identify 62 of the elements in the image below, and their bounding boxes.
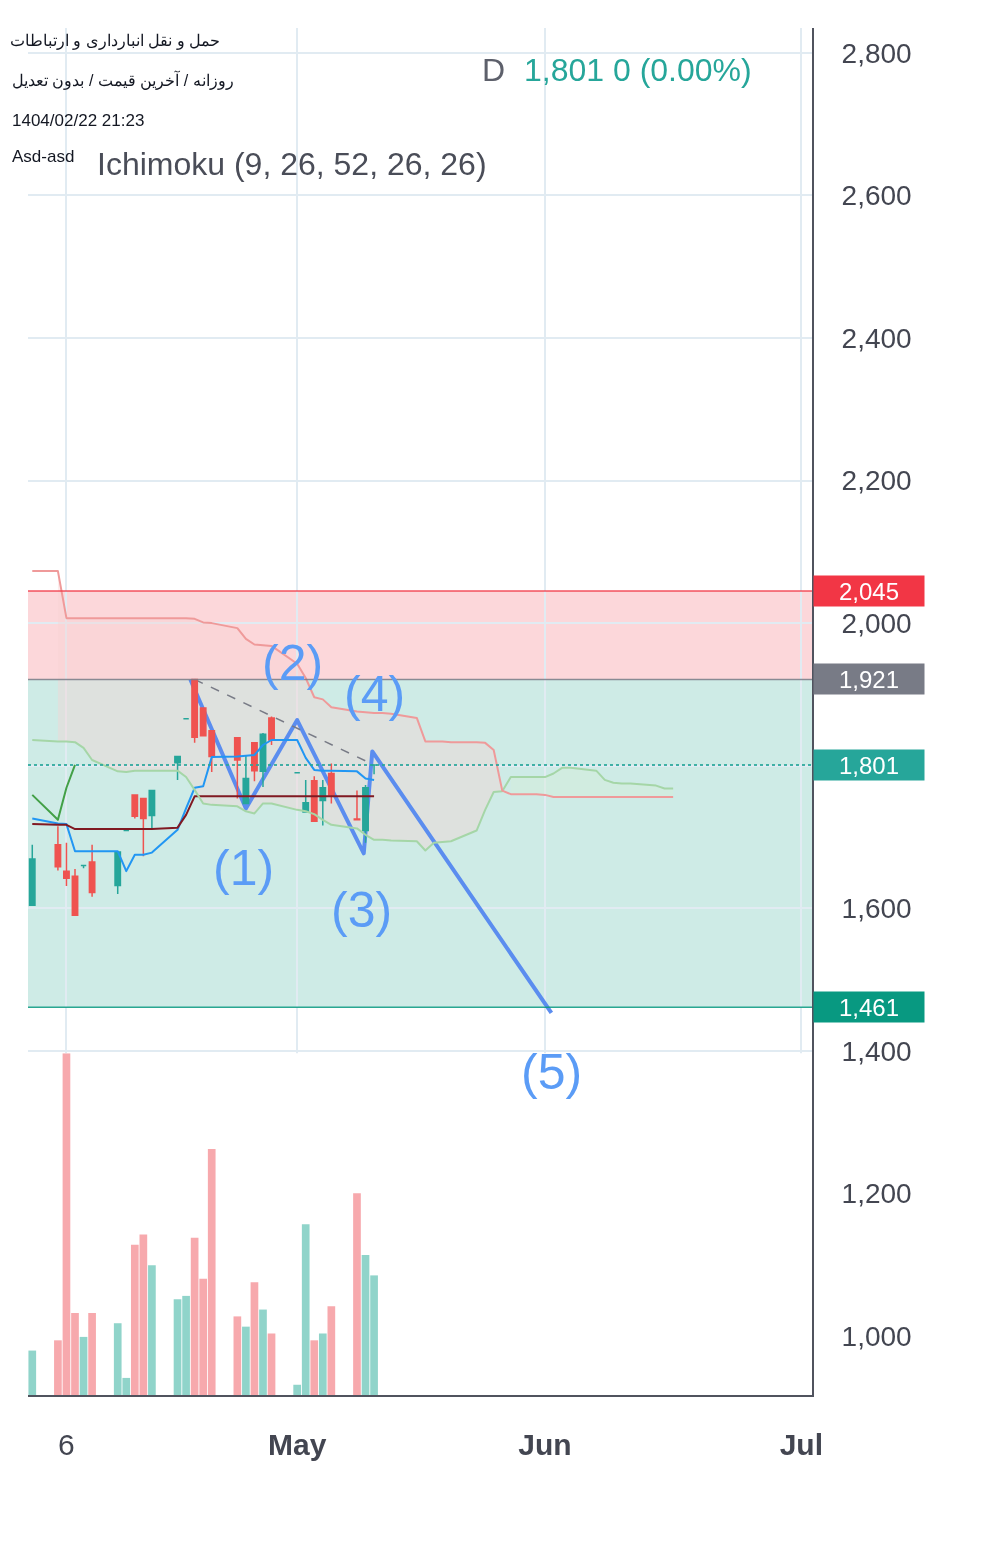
bar (28, 1350, 37, 1395)
bar (148, 1265, 156, 1395)
annotation: (1) (213, 840, 275, 896)
y-tick-label: 1,400 (841, 1035, 912, 1067)
x-tick-label: 6 (58, 1428, 75, 1461)
line-series (31, 763, 76, 821)
chart-title: حمل و نقل انبارداری و ارتباطات (10, 31, 221, 50)
annotation: Asd-asd (12, 147, 75, 166)
x-tick-label: Jun (518, 1428, 572, 1461)
y-tick-label: 1,000 (841, 1320, 912, 1352)
candlestick (353, 789, 361, 821)
bar (250, 1282, 259, 1395)
annotation: D (482, 52, 506, 88)
bar (318, 1333, 327, 1395)
y-tick-label: 1,200 (841, 1178, 912, 1210)
candlestick (71, 868, 79, 917)
bar (353, 1193, 361, 1395)
candlestick (114, 851, 122, 895)
y-tick-label: 1,600 (841, 893, 912, 925)
line-series (31, 570, 675, 799)
bar (267, 1333, 276, 1395)
annotation: 1404/02/22 21:23 (12, 111, 145, 130)
candlestick (88, 844, 96, 898)
y-tick-label: 2,200 (841, 465, 912, 497)
x-tick-label: Jul (779, 1428, 823, 1461)
candlestick (319, 779, 327, 827)
bar (88, 1312, 96, 1395)
candlestick (139, 797, 147, 857)
candlestick (54, 825, 62, 872)
bar (79, 1336, 88, 1395)
candlestick (28, 844, 36, 907)
text: روزانه / آخرین قیمت / بدون تعدیل (12, 70, 234, 90)
y-tick-label: 2,400 (841, 322, 912, 354)
candlestick (362, 784, 369, 844)
ref-line-label: 2,045 (838, 577, 900, 605)
y-tick-label: 2,600 (841, 180, 912, 212)
y-tick-label: 2,800 (841, 37, 912, 69)
ref-line-label: 1,921 (838, 665, 900, 693)
bar (242, 1326, 250, 1395)
candlestick (191, 678, 199, 744)
candlestick (268, 715, 275, 746)
annotation: Ichimoku (9, 26, 52, 26, 26) (97, 146, 487, 182)
bar (233, 1316, 242, 1395)
candlestick (63, 841, 70, 887)
annotation: (5) (521, 1044, 583, 1100)
candlestick (233, 737, 241, 800)
annotation: (3) (331, 882, 393, 938)
annotation: 1,801 0 (0.00%) (524, 52, 752, 88)
y-tick-label: 2,000 (841, 607, 912, 639)
candlestick (327, 762, 335, 805)
x-tick-label: May (267, 1428, 327, 1461)
candlestick (131, 794, 139, 820)
ref-line-label: 1,461 (838, 993, 900, 1021)
bar (310, 1340, 319, 1395)
candlestick (80, 864, 87, 870)
candlestick (148, 789, 156, 830)
annotation: (2) (262, 635, 324, 691)
bar (327, 1306, 336, 1395)
ref-line-label: 1,801 (838, 751, 900, 779)
annotation: (4) (344, 666, 406, 722)
bar (259, 1309, 267, 1395)
line-series (31, 795, 376, 831)
